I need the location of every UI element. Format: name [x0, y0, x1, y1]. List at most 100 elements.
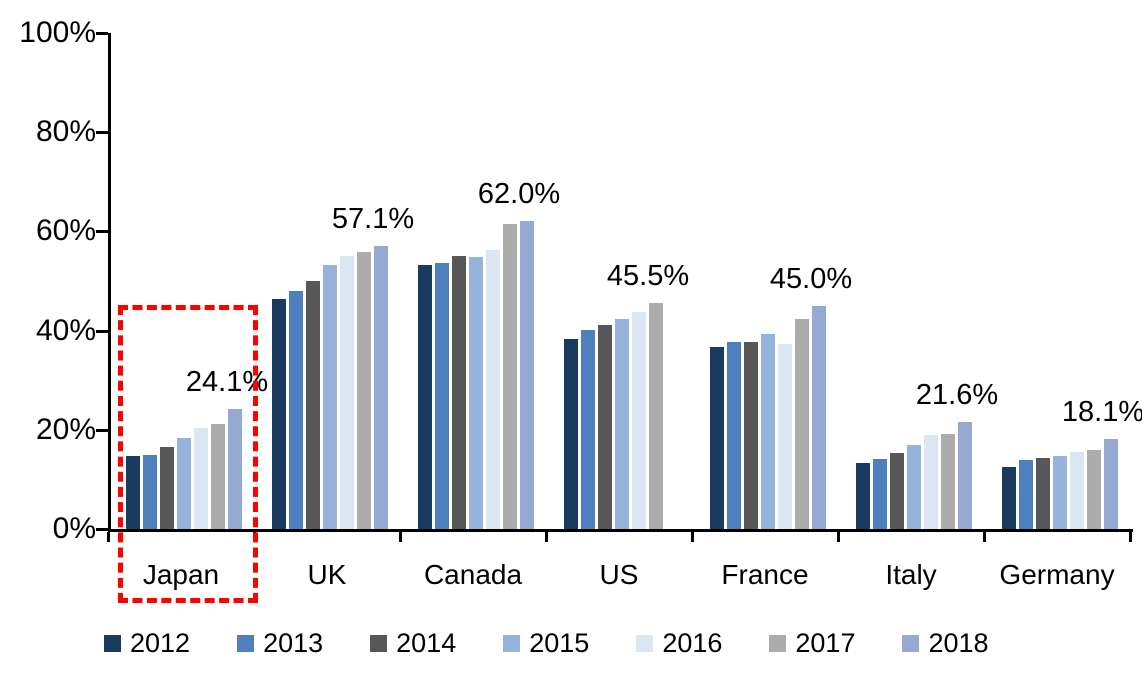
legend-swatch-2018 [902, 634, 920, 652]
bar-slot-germany-2012 [1002, 33, 1016, 529]
bar-germany-2015 [1053, 455, 1067, 529]
bar-germany-2017 [1087, 449, 1101, 529]
x-axis-tick [1129, 532, 1132, 542]
bar-slot-japan-2014 [160, 33, 174, 529]
category-label-france: France [721, 559, 809, 590]
bar-group-canada: 62.0% [403, 33, 560, 529]
bar-canada-2013 [435, 262, 449, 529]
legend-label-2017: 2017 [795, 628, 856, 658]
bar-uk-2012 [272, 299, 286, 529]
bar-slot-italy-2017 [941, 33, 955, 529]
x-axis-tick [983, 532, 986, 542]
bar-slot-germany-2017 [1087, 33, 1101, 529]
bar-group-us: 45.5% [549, 33, 695, 529]
legend-label-2012: 2012 [130, 628, 191, 658]
legend-item-2013: 2013 [237, 629, 323, 657]
x-axis-tick [837, 532, 840, 542]
bar-italy-2014 [890, 452, 904, 529]
bar-slot-uk-2016 [340, 33, 354, 529]
legend-item-2015: 2015 [503, 629, 589, 657]
bar-italy-2013 [873, 458, 887, 529]
bar-japan-2014 [160, 446, 174, 529]
bar-canada-2012 [418, 265, 432, 529]
bar-italy-2018 [958, 421, 972, 529]
bar-uk-2018 [374, 245, 388, 529]
bar-slot-france-2016 [778, 33, 792, 529]
bar-canada-2017 [503, 223, 517, 529]
y-axis-label-100-: 100% [19, 16, 96, 49]
bar-us-2015 [615, 319, 629, 529]
bar-slot-japan-2016 [194, 33, 208, 529]
bar-slot-us-2014 [598, 33, 612, 529]
legend: 2012 2013 2014 2015 2016 2017 2018 [104, 629, 1036, 657]
bar-group-italy: 21.6% [841, 33, 998, 529]
legend-item-2016: 2016 [636, 629, 722, 657]
bar-slot-us-2015 [615, 33, 629, 529]
bar-japan-2012 [126, 455, 140, 529]
bar-slot-germany-2015 [1053, 33, 1067, 529]
legend-item-2014: 2014 [370, 629, 456, 657]
y-axis-tick [96, 428, 108, 432]
bar-italy-2017 [941, 433, 955, 529]
bar-slot-japan-2012 [126, 33, 140, 529]
bar-group-france: 45.0% [695, 33, 852, 529]
y-axis-label-80-: 80% [35, 115, 96, 149]
category-label-us: US [599, 559, 639, 590]
y-axis-tick [96, 230, 108, 234]
bar-slot-france-2015 [761, 33, 775, 529]
bar-slot-france-2017 [795, 33, 809, 529]
legend-label-2016: 2016 [662, 628, 723, 658]
bar-slot-uk-2013 [289, 33, 303, 529]
bar-slot-france-2012 [710, 33, 724, 529]
bar-france-2018 [812, 305, 826, 529]
bar-slot-france-2013 [727, 33, 741, 529]
bar-germany-2016 [1070, 452, 1084, 529]
y-axis-label-60-: 60% [35, 214, 96, 248]
bar-slot-uk-2014 [306, 33, 320, 529]
bar-canada-2018 [520, 221, 534, 529]
bar-us-2012 [564, 338, 578, 529]
legend-swatch-2012 [104, 634, 121, 652]
bar-us-2013 [581, 329, 595, 529]
category-label-uk: UK [307, 559, 347, 590]
bar-us-2017 [649, 303, 663, 529]
bar-slot-canada-2013 [435, 33, 449, 529]
bar-france-2012 [710, 347, 724, 529]
bar-slot-canada-2014 [452, 33, 466, 529]
legend-swatch-2016 [636, 634, 654, 652]
x-axis-tick [545, 532, 548, 542]
plot-area: 24.1% 57.1% 62.0% 45.5% 45.0% 21.6% 18.1% [108, 33, 1142, 532]
bar-slot-france-2018 [812, 33, 826, 529]
bar-germany-2014 [1036, 457, 1050, 529]
data-label-uk: 57.1% [331, 202, 415, 235]
bar-canada-2015 [469, 256, 483, 529]
bar-uk-2013 [289, 290, 303, 529]
legend-label-2015: 2015 [529, 628, 590, 658]
y-axis-label-0-: 0% [52, 512, 96, 545]
category-label-canada: Canada [423, 559, 523, 590]
bar-slot-canada-2012 [418, 33, 432, 529]
bar-slot-us-2013 [581, 33, 595, 529]
bar-italy-2015 [907, 445, 921, 529]
bar-france-2017 [795, 318, 809, 529]
bar-slot-germany-2013 [1019, 33, 1033, 529]
legend-swatch-2017 [769, 634, 787, 652]
bar-germany-2018 [1104, 439, 1118, 529]
bar-canada-2016 [486, 249, 500, 529]
bar-japan-2018 [228, 409, 242, 529]
bar-us-2016 [632, 312, 646, 529]
x-axis-tick [399, 532, 402, 542]
bar-slot-japan-2013 [143, 33, 157, 529]
data-label-canada: 62.0% [477, 178, 561, 211]
bar-slot-japan-2015 [177, 33, 191, 529]
bar-france-2016 [778, 343, 792, 529]
bar-group-germany: 18.1% [987, 33, 1142, 529]
bar-france-2013 [727, 341, 741, 529]
bar-slot-japan-2018 [228, 33, 242, 529]
bar-slot-us-2017 [649, 33, 663, 529]
bar-canada-2014 [452, 256, 466, 529]
bar-slot-us-2012 [564, 33, 578, 529]
bar-slot-uk-2018 [374, 33, 388, 529]
x-axis-tick [107, 532, 110, 542]
